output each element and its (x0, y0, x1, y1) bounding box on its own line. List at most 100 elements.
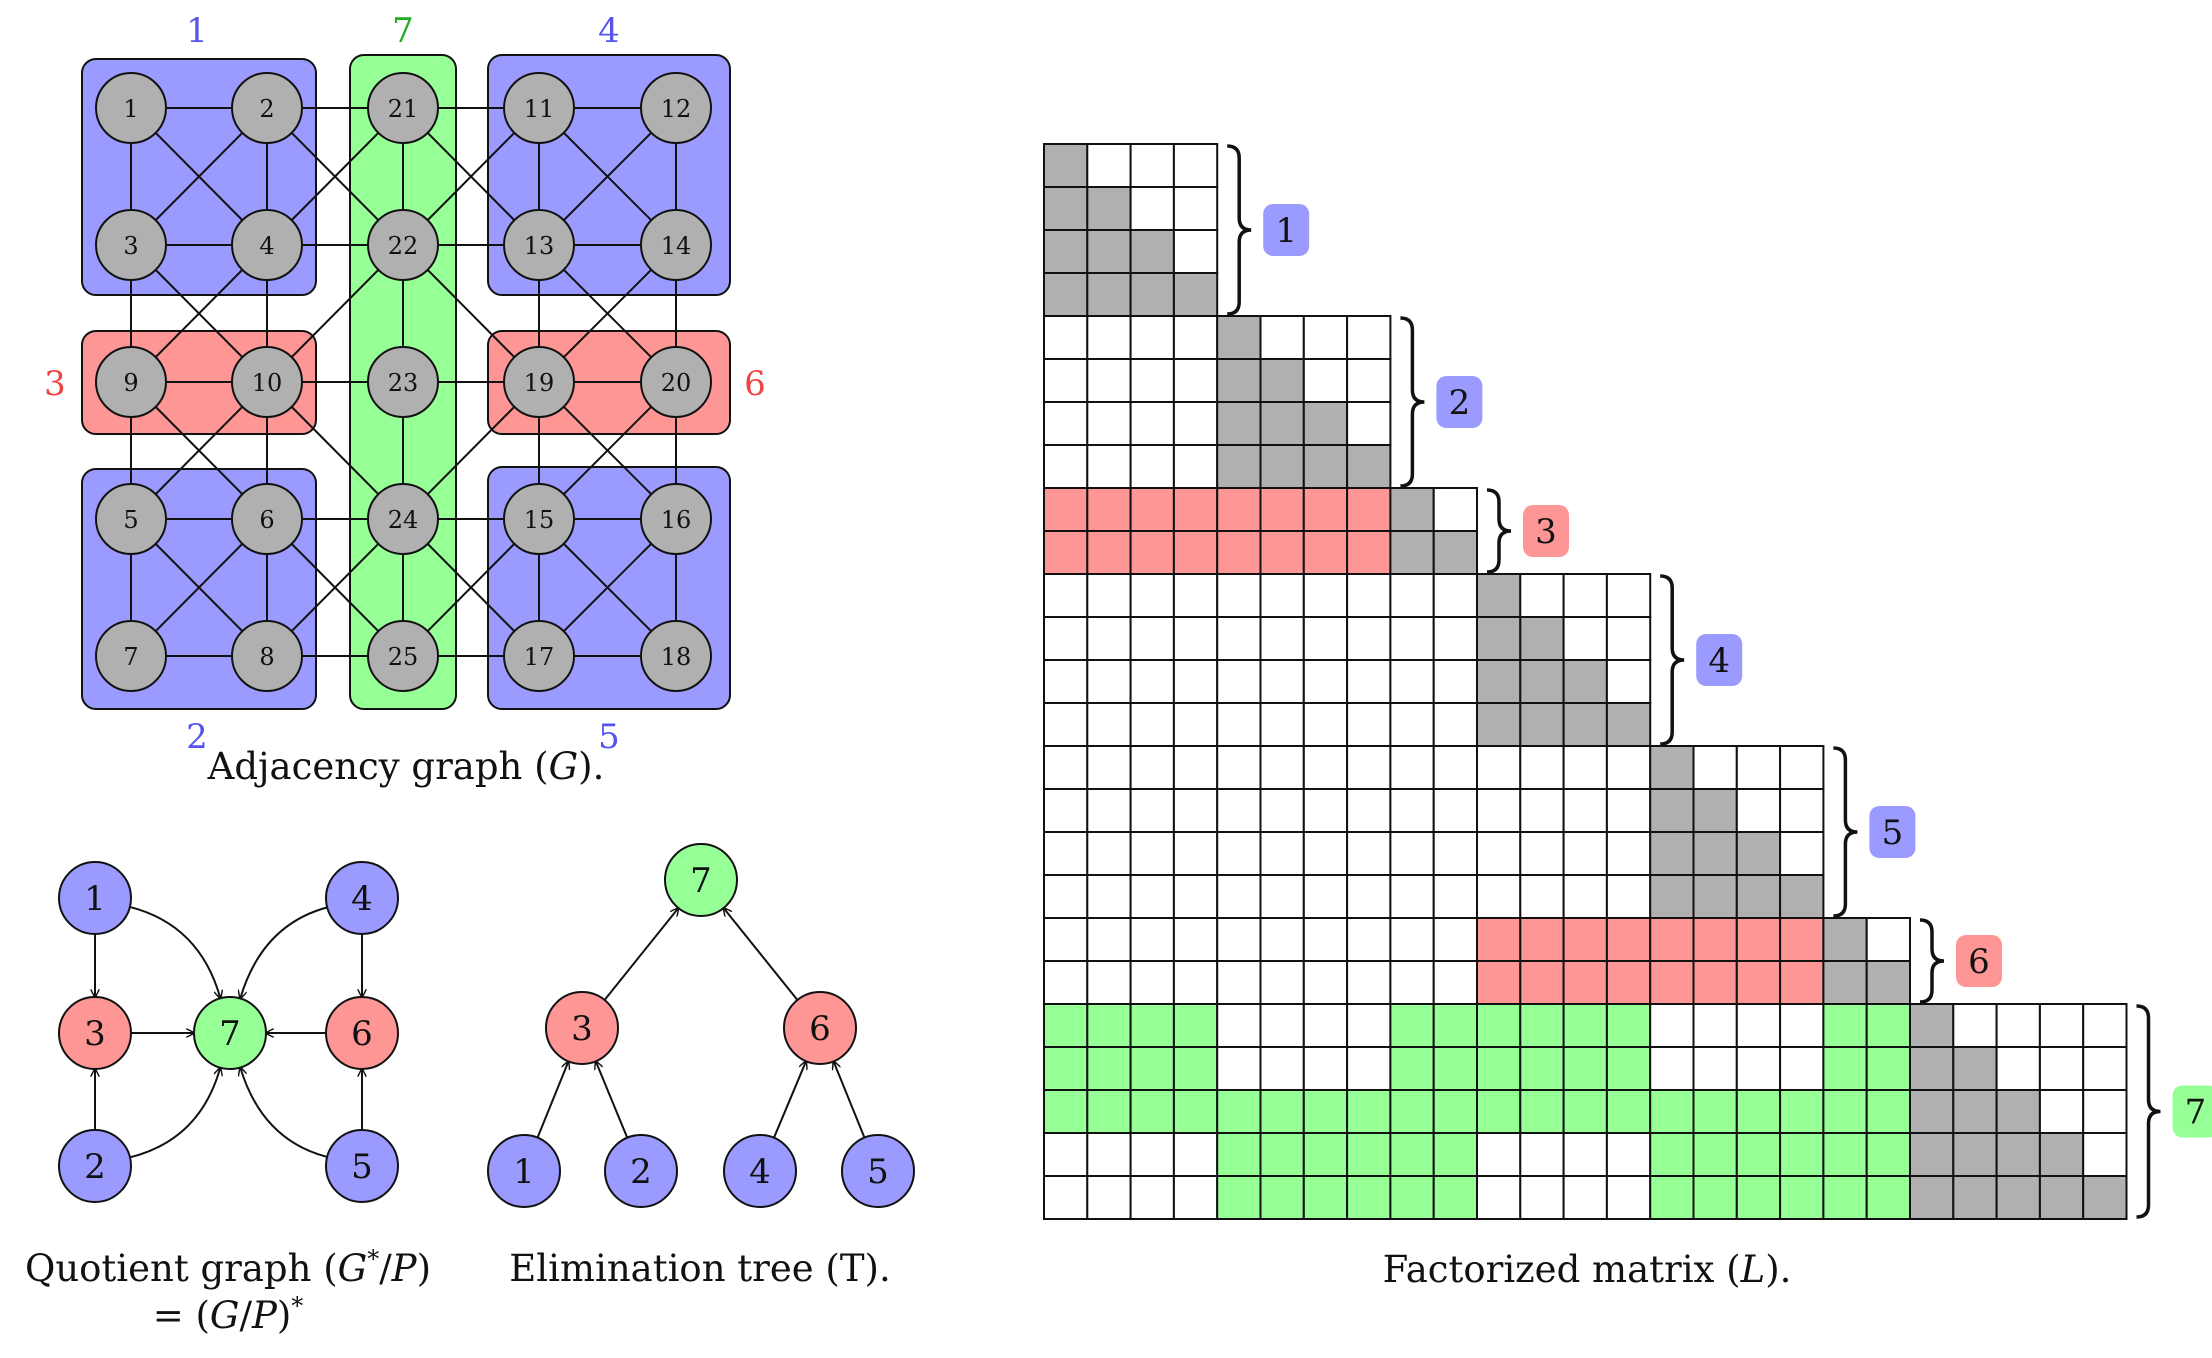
cell-24-18 (1822, 1175, 1868, 1220)
node-11 (503, 72, 575, 144)
cell-20-23 (2038, 1003, 2085, 1048)
cell-12-1 (1086, 659, 1132, 704)
cell-16-11 (1519, 831, 1565, 876)
cell-16-16 (1735, 831, 1782, 876)
cell-4-0 (1043, 315, 1089, 360)
cell-17-1 (1086, 874, 1132, 919)
node-13 (503, 209, 575, 281)
cell-12-0 (1043, 659, 1089, 704)
cell-9-4 (1216, 530, 1262, 575)
cell-22-13 (1605, 1089, 1652, 1134)
etree-caption: Elimination tree (T). (509, 1247, 890, 1290)
node-label-12: 12 (661, 95, 692, 123)
cell-21-5 (1259, 1046, 1305, 1091)
cell-21-12 (1562, 1046, 1608, 1091)
cell-18-1 (1086, 917, 1132, 962)
cell-24-12 (1562, 1175, 1608, 1220)
node-label-9: 9 (123, 369, 138, 397)
node-label-16: 16 (661, 506, 692, 534)
cell-17-10 (1476, 874, 1522, 919)
cell-21-4 (1216, 1046, 1262, 1091)
cell-17-17 (1779, 874, 1825, 919)
cell-17-8 (1389, 874, 1435, 919)
factorized-matrix: 1 2 3 4 5 6 7 (1043, 143, 2212, 1220)
cell-13-10 (1476, 702, 1522, 747)
qnode-label-2: 2 (84, 1147, 106, 1187)
cell-20-8 (1389, 1003, 1435, 1048)
qnode-label-7: 7 (219, 1014, 241, 1054)
block-label-3: 3 (1535, 512, 1557, 552)
cell-23-21 (1952, 1132, 1998, 1177)
cell-4-5 (1259, 315, 1305, 360)
cell-17-11 (1519, 874, 1565, 919)
cell-12-3 (1172, 659, 1219, 704)
cell-19-16 (1735, 960, 1782, 1005)
node-label-6: 6 (259, 506, 274, 534)
cell-9-5 (1259, 530, 1305, 575)
cell-23-19 (1865, 1132, 1911, 1177)
node-2 (231, 72, 303, 144)
cell-19-3 (1172, 960, 1219, 1005)
cell-2-1 (1086, 229, 1132, 274)
tnode-4 (723, 1134, 797, 1208)
cell-17-16 (1735, 874, 1782, 919)
cell-15-17 (1779, 788, 1825, 833)
qnode-label-5: 5 (351, 1147, 373, 1187)
tnode-label-2: 2 (630, 1152, 652, 1192)
cell-15-2 (1129, 788, 1175, 833)
cell-15-5 (1259, 788, 1305, 833)
qedge-1-7 (129, 905, 220, 998)
node-5 (95, 483, 167, 555)
cell-23-22 (1995, 1132, 2041, 1177)
node-label-21: 21 (388, 95, 419, 123)
cell-14-2 (1129, 745, 1175, 790)
cell-13-12 (1562, 702, 1608, 747)
cell-22-22 (1995, 1089, 2041, 1134)
cell-7-2 (1129, 444, 1175, 489)
cell-19-14 (1649, 960, 1695, 1005)
cell-18-14 (1649, 917, 1695, 962)
node-label-15: 15 (524, 506, 555, 534)
cell-12-13 (1605, 659, 1652, 704)
cell-21-0 (1043, 1046, 1089, 1091)
cell-21-10 (1476, 1046, 1522, 1091)
cell-15-14 (1649, 788, 1695, 833)
cell-23-7 (1346, 1132, 1392, 1177)
node-label-24: 24 (388, 506, 419, 534)
qedge-4-7 (240, 906, 328, 998)
cell-15-9 (1432, 788, 1478, 833)
cell-19-15 (1692, 960, 1738, 1005)
cell-13-4 (1216, 702, 1262, 747)
cell-19-6 (1302, 960, 1349, 1005)
group-label-7: 7 (392, 11, 414, 51)
cell-15-8 (1389, 788, 1435, 833)
cell-7-3 (1172, 444, 1219, 489)
cell-15-6 (1302, 788, 1349, 833)
cell-11-4 (1216, 616, 1262, 661)
block-label-5: 5 (1882, 813, 1904, 853)
cell-11-8 (1389, 616, 1435, 661)
cell-12-5 (1259, 659, 1305, 704)
cell-23-1 (1086, 1132, 1132, 1177)
node-22 (367, 209, 439, 281)
cell-9-1 (1086, 530, 1132, 575)
cell-21-6 (1302, 1046, 1349, 1091)
cell-8-2 (1129, 487, 1175, 532)
block-label-2: 2 (1449, 383, 1471, 423)
tedge-6-7 (724, 908, 799, 1001)
cell-20-6 (1302, 1003, 1349, 1048)
tnode-1 (487, 1134, 561, 1208)
cell-16-0 (1043, 831, 1089, 876)
block-badge-7 (2172, 1085, 2212, 1138)
cell-6-1 (1086, 401, 1132, 446)
cell-16-5 (1259, 831, 1305, 876)
cell-14-11 (1519, 745, 1565, 790)
cell-21-15 (1692, 1046, 1738, 1091)
cell-12-11 (1519, 659, 1565, 704)
cell-8-7 (1346, 487, 1392, 532)
node-1 (95, 72, 167, 144)
cell-7-4 (1216, 444, 1262, 489)
cell-18-4 (1216, 917, 1262, 962)
adjacency-caption: Adjacency graph (G). (207, 745, 605, 788)
